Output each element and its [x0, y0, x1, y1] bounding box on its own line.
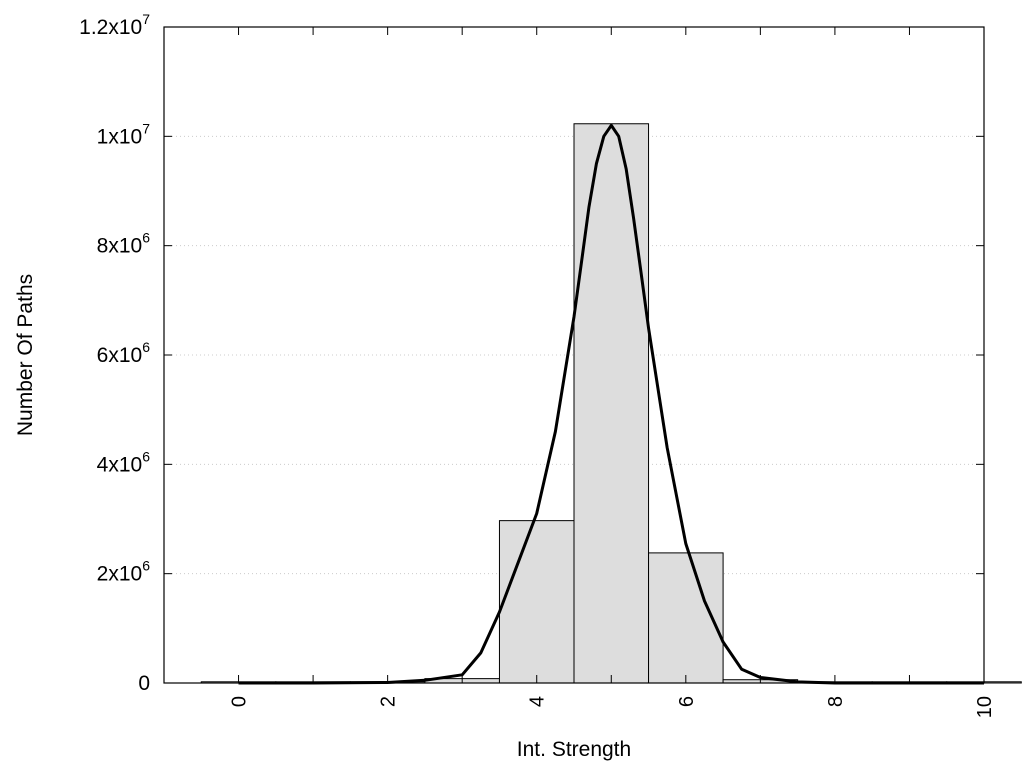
histogram-bars [200, 123, 1022, 684]
y-axis-title: Number Of Paths [14, 274, 37, 436]
fit-curve [238, 123, 984, 685]
x-tick-label: 6 [676, 696, 698, 707]
y-tick-label: 1x107 [97, 120, 151, 148]
x-tick-label: 4 [527, 696, 549, 707]
histogram-bar [498, 520, 575, 684]
y-tick-label: 4x106 [97, 448, 151, 476]
x-tick-label: 2 [378, 696, 400, 707]
y-tick-labels: 0 2x106 4x106 6x106 8x106 1x107 1.2x107 [79, 11, 150, 695]
x-tick-label: 0 [229, 696, 251, 707]
x-axis-title: Int. Strength [517, 738, 631, 761]
axis-ticks [164, 26, 985, 684]
x-tick-labels: 0 2 4 6 8 10 [229, 696, 996, 718]
histogram-bar [573, 123, 650, 684]
grid-lines [164, 135, 984, 575]
y-tick-label: 2x106 [97, 558, 151, 586]
y-tick-label: 1.2x107 [79, 11, 150, 39]
x-tick-label: 8 [825, 696, 847, 707]
y-tick-label: 0 [138, 672, 150, 695]
fit-curve-line [238, 123, 984, 685]
y-tick-label: 6x106 [97, 339, 151, 367]
y-tick-label: 8x106 [97, 230, 151, 258]
x-tick-label: 10 [974, 696, 996, 718]
